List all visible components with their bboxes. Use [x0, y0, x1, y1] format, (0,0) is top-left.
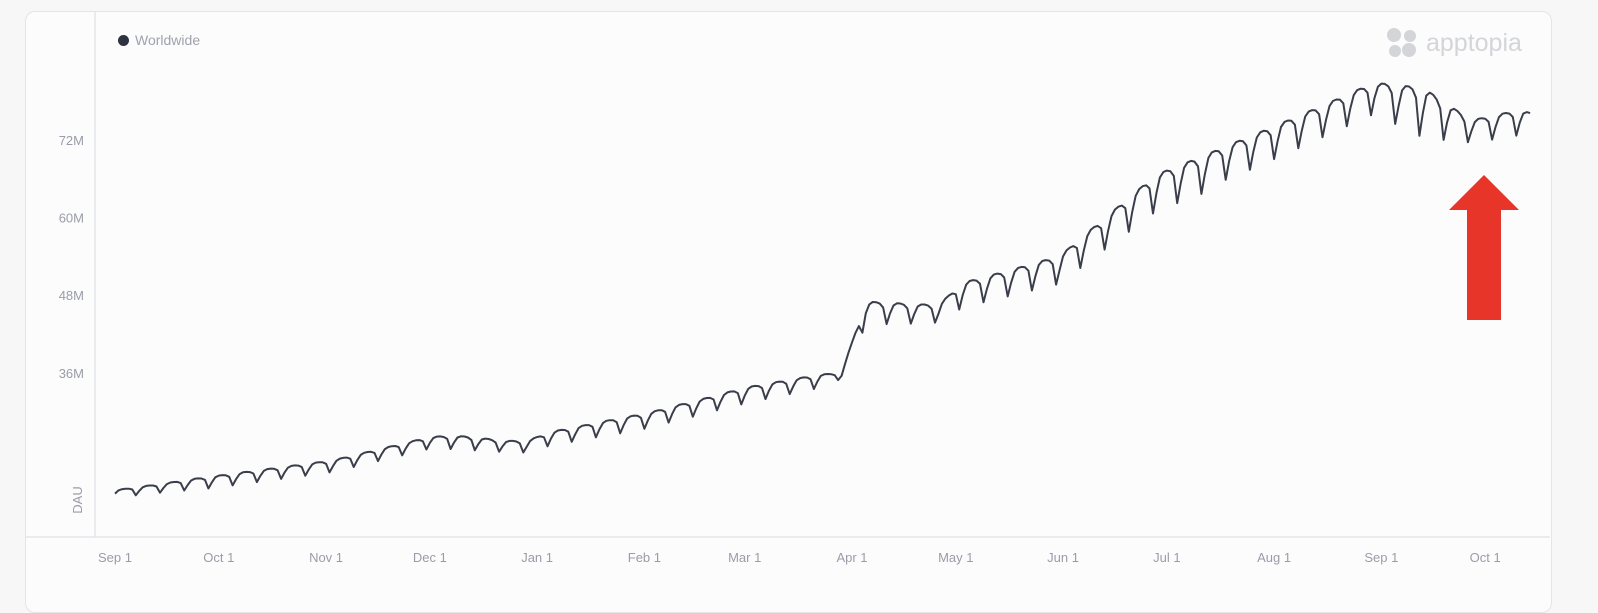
apptopia-logo: apptopia [1386, 27, 1522, 59]
apptopia-clover-icon [1387, 28, 1416, 57]
x-tick-label: May 1 [938, 550, 973, 565]
x-tick-label: Jun 1 [1047, 550, 1079, 565]
x-tick-label: Sep 1 [1364, 550, 1398, 565]
series-line-worldwide [114, 82, 1531, 497]
x-tick-label: Sep 1 [98, 550, 132, 565]
x-tick-label: Feb 1 [628, 550, 661, 565]
x-tick-label: Jul 1 [1153, 550, 1180, 565]
legend-marker-worldwide [118, 34, 129, 46]
x-tick-label: Oct 1 [203, 550, 234, 565]
legend-label-worldwide: Worldwide [135, 32, 201, 48]
x-tick-label: Dec 1 [413, 550, 447, 565]
y-tick-label: 48M [59, 288, 84, 303]
dau-line-chart: 36M 48M 60M 72M Sep 1 Oct 1 Nov 1 Dec 1 Jan 1 Fe… [26, 12, 1550, 565]
x-tick-label: Aug 1 [1257, 550, 1291, 565]
x-tick-label: Jan 1 [521, 550, 553, 565]
logo-text: apptopia [1426, 28, 1522, 57]
y-tick-label: 60M [59, 211, 84, 226]
x-tick-label: Apr 1 [836, 550, 867, 565]
legend: Worldwide [118, 32, 200, 48]
x-tick-label: Nov 1 [309, 550, 343, 565]
y-tick-label: 72M [59, 133, 84, 148]
x-tick-label: Mar 1 [728, 550, 761, 565]
x-tick-label: Oct 1 [1470, 550, 1501, 565]
y-axis-label: DAU [70, 486, 85, 513]
chart-card [25, 11, 1552, 613]
red-up-arrow-icon [1449, 175, 1519, 320]
y-tick-label: 36M [59, 366, 84, 381]
